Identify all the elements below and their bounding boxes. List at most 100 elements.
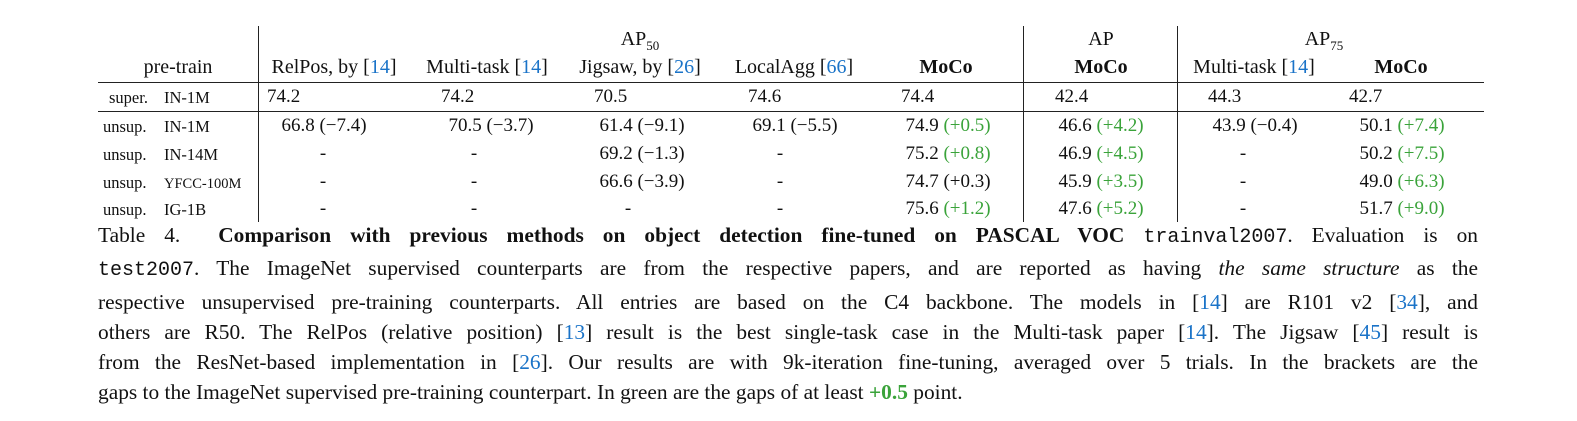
cell-ap75-moco: 42.7 <box>1349 86 1383 107</box>
row-type: unsup. <box>103 200 147 219</box>
cell-multitask: 70.5 (−3.7) <box>448 115 534 136</box>
ref-link[interactable]: 14 <box>521 56 542 78</box>
header-ap75-multitask: Multi-task [14] <box>1193 56 1315 78</box>
cell-ap75-moco: 51.7 (+9.0) <box>1359 198 1445 219</box>
cell-localagg: - <box>776 143 784 164</box>
row-type: unsup. <box>103 173 147 192</box>
green-gap: (+5.2) <box>1096 198 1144 219</box>
green-gap: (+0.8) <box>943 143 991 164</box>
cell-ap75-moco: 50.2 (+7.5) <box>1359 143 1445 164</box>
cell-jigsaw: 61.4 (−9.1) <box>599 115 685 136</box>
cell-ap-moco: 46.6 (+4.2) <box>1058 115 1144 136</box>
green-gap: (+7.5) <box>1397 143 1445 164</box>
caption-line: gaps to the ImageNet supervised pre-trai… <box>98 380 963 405</box>
supervised-rule <box>98 111 1484 112</box>
ref-link[interactable]: 26 <box>674 56 695 78</box>
table-caption: Table 4. Comparison with previous method… <box>98 220 1478 408</box>
cell-relpos: - <box>319 143 327 164</box>
row-type: unsup. <box>103 117 147 136</box>
ref-link[interactable]: 26 <box>519 350 541 375</box>
ref-link[interactable]: 66 <box>826 56 847 78</box>
cell-relpos: - <box>319 198 327 219</box>
row-type: unsup. <box>103 145 147 164</box>
green-gap: (+6.3) <box>1397 171 1445 192</box>
cell-moco: 75.6 (+1.2) <box>905 198 991 219</box>
green-gap: (+4.2) <box>1096 115 1144 136</box>
header-relpos: RelPos, by [14] <box>271 56 397 78</box>
cell-multitask: 74.2 <box>441 86 475 107</box>
ref-link[interactable]: 34 <box>1396 289 1418 314</box>
green-gap: (+0.5) <box>943 115 991 136</box>
row-dataset: IN-1M <box>164 88 210 107</box>
header-ap50: AP50 <box>620 28 660 53</box>
header-jigsaw: Jigsaw, by [26] <box>579 56 701 78</box>
header-rule <box>98 82 1484 83</box>
header-ap: AP <box>1088 28 1114 50</box>
header-moco: MoCo <box>919 56 973 78</box>
cell-relpos: 74.2 <box>267 86 301 107</box>
header-pretrain: pre-train <box>143 56 213 78</box>
col-divider-ap <box>1023 26 1024 222</box>
green-gap: (+1.2) <box>943 198 991 219</box>
row-type: super. <box>109 88 148 107</box>
caption-label: Table 4. <box>98 223 181 247</box>
ref-link[interactable]: 14 <box>369 56 390 78</box>
caption-line: others are R50. The RelPos (relative pos… <box>98 319 1478 344</box>
cell-multitask: - <box>470 198 478 219</box>
caption-line: from the ResNet-based implementation in … <box>98 350 1478 375</box>
cell-ap-moco: 45.9 (+3.5) <box>1058 171 1144 192</box>
ref-link[interactable]: 14 <box>1185 319 1207 344</box>
cell-localagg: 69.1 (−5.5) <box>752 115 838 136</box>
row-dataset: IN-14M <box>164 145 219 164</box>
cell-moco: 74.4 <box>901 86 935 107</box>
cell-multitask: - <box>470 143 478 164</box>
cell-ap-moco: 46.9 (+4.5) <box>1058 143 1144 164</box>
header-localagg: LocalAgg [66] <box>734 56 854 78</box>
cell-ap75-multitask: - <box>1239 143 1247 164</box>
cell-ap-moco: 42.4 <box>1055 86 1089 107</box>
cell-ap75-multitask: - <box>1239 171 1247 192</box>
cell-ap75-multitask: 43.9 (−0.4) <box>1212 115 1298 136</box>
caption-title: Comparison with previous methods on obje… <box>218 223 1125 247</box>
header-ap-moco: MoCo <box>1074 56 1128 78</box>
cell-ap75-multitask: 44.3 <box>1208 86 1242 107</box>
cell-ap75-multitask: - <box>1239 198 1247 219</box>
cell-moco: 74.9 (+0.5) <box>905 115 991 136</box>
ref-link[interactable]: 13 <box>563 319 586 344</box>
green-gap: (+9.0) <box>1397 198 1445 219</box>
cell-moco: 74.7 (+0.3) <box>905 171 991 192</box>
cell-relpos: 66.8 (−7.4) <box>281 115 367 136</box>
ref-link[interactable]: 14 <box>1288 56 1309 78</box>
header-ap75: AP75 <box>1304 28 1344 53</box>
row-dataset: YFCC-100M <box>164 176 242 192</box>
cell-localagg: 74.6 <box>748 86 782 107</box>
caption-line: Table 4. Comparison with previous method… <box>98 223 1478 249</box>
cell-localagg: - <box>776 171 784 192</box>
row-dataset: IN-1M <box>164 117 210 136</box>
green-example: +0.5 <box>868 380 908 405</box>
green-gap: (+4.5) <box>1096 143 1144 164</box>
header-multitask: Multi-task [14] <box>426 56 548 78</box>
cell-relpos: - <box>319 171 327 192</box>
green-gap: (+7.4) <box>1397 115 1445 136</box>
cell-jigsaw: - <box>624 198 632 219</box>
cell-ap75-moco: 50.1 (+7.4) <box>1359 115 1445 136</box>
results-table: AP50 AP AP75 pre-train RelPos, by [14] M… <box>98 22 1484 222</box>
header-ap75-moco: MoCo <box>1374 56 1428 78</box>
cell-moco: 75.2 (+0.8) <box>905 143 991 164</box>
cell-multitask: - <box>470 171 478 192</box>
caption-line: respective unsupervised pre-training cou… <box>98 289 1478 314</box>
cell-localagg: - <box>776 198 784 219</box>
ref-link[interactable]: 45 <box>1359 319 1381 344</box>
cell-ap75-moco: 49.0 (+6.3) <box>1359 171 1445 192</box>
cell-jigsaw: 66.6 (−3.9) <box>599 171 685 192</box>
ref-link[interactable]: 14 <box>1199 289 1221 314</box>
cell-jigsaw: 69.2 (−1.3) <box>599 143 685 164</box>
col-divider-pretrain <box>258 26 259 222</box>
cell-ap-moco: 47.6 (+5.2) <box>1058 198 1144 219</box>
cell-jigsaw: 70.5 <box>594 86 628 107</box>
row-dataset: IG-1B <box>164 200 207 219</box>
caption-line: test2007. The ImageNet supervised counte… <box>98 256 1478 283</box>
col-divider-ap75 <box>1177 26 1178 222</box>
green-gap: (+3.5) <box>1096 171 1144 192</box>
